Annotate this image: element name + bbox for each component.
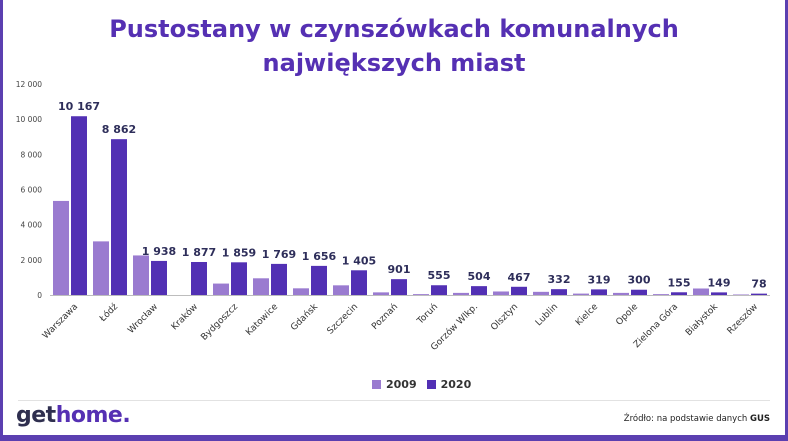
data-label-2020: 155 — [668, 276, 691, 289]
bar-2009 — [253, 278, 269, 295]
bar-2009 — [693, 288, 709, 295]
x-category-label: Bydgoszcz — [199, 302, 240, 343]
source-prefix: Źródło: na podstawie danych — [623, 414, 748, 424]
bar-2020 — [511, 286, 527, 295]
bar-2009 — [653, 294, 669, 295]
x-category-label: Kraków — [169, 301, 200, 332]
bar-2020 — [191, 261, 207, 295]
source-note: Źródło: na podstawie danych GUS — [624, 414, 770, 424]
logo-text-get: get — [16, 403, 56, 428]
data-label-2020: 300 — [628, 274, 651, 287]
x-category-label: Wrocław — [126, 302, 160, 336]
bar-2020 — [111, 139, 127, 295]
bar-2020 — [71, 116, 87, 295]
bar-2009 — [413, 294, 429, 295]
chart-title: Pustostany w czynszówkach komunalnych na… — [0, 12, 788, 80]
data-label-2020: 10 167 — [58, 100, 100, 113]
legend-swatch-2020 — [426, 379, 436, 389]
bottom-border — [0, 435, 788, 441]
chart-title-line-2: największych miast — [262, 49, 526, 77]
bar-2009 — [213, 283, 229, 295]
legend-swatch-2009 — [372, 379, 381, 389]
bar-2009 — [573, 293, 589, 295]
data-label-2020: 1 859 — [222, 246, 256, 259]
x-category-label: Poznań — [370, 302, 400, 332]
bar-2020 — [671, 292, 687, 295]
x-category-label: Białystok — [684, 301, 721, 338]
bar-2020 — [631, 289, 647, 295]
x-category-label: Lublin — [534, 302, 560, 328]
gethome-logo: gethome. — [16, 403, 131, 428]
y-tick-label: 8 000 — [21, 150, 43, 159]
y-tick-label: 10 000 — [16, 115, 42, 124]
x-category-label: Kielce — [574, 302, 600, 328]
data-label-2020: 319 — [588, 273, 611, 286]
bar-2020 — [471, 286, 487, 295]
left-border — [0, 0, 3, 441]
bar-2009 — [333, 285, 349, 295]
x-category-label: Szczecin — [326, 302, 361, 337]
x-category-label: Warszawa — [41, 302, 80, 341]
chart-title-line-1: Pustostany w czynszówkach komunalnych — [109, 15, 679, 43]
data-label-2020: 901 — [388, 263, 411, 276]
y-tick-label: 0 — [37, 291, 42, 300]
x-category-label: Toruń — [415, 302, 440, 327]
bar-2020 — [711, 292, 727, 295]
legend-label-2020: 2020 — [440, 377, 472, 391]
bar-2020 — [591, 289, 607, 295]
data-label-2020: 332 — [548, 273, 571, 286]
bar-2020 — [391, 279, 407, 295]
bar-2009 — [53, 200, 69, 295]
data-label-2020: 78 — [751, 278, 766, 291]
data-label-2020: 1 769 — [262, 248, 296, 261]
bar-2009 — [493, 291, 509, 295]
source-bold: GUS — [749, 414, 770, 424]
x-category-label: Olsztyn — [489, 302, 520, 333]
data-label-2020: 467 — [508, 271, 531, 284]
logo-dot: . — [122, 403, 131, 428]
legend-item-2009: 2009 — [372, 378, 417, 391]
bar-2020 — [231, 262, 247, 295]
bar-2009 — [133, 255, 149, 295]
bar-2020 — [311, 265, 327, 295]
bar-2009 — [293, 288, 309, 295]
x-category-label: Rzeszów — [725, 301, 760, 336]
bar-2009 — [453, 292, 469, 295]
x-category-label: Opole — [614, 302, 640, 328]
bar-2020 — [551, 289, 567, 295]
logo-text-home: home — [55, 403, 123, 428]
bar-2009 — [93, 241, 109, 295]
data-label-2020: 8 862 — [102, 123, 136, 136]
x-category-label: Katowice — [244, 302, 280, 338]
bar-2020 — [151, 260, 167, 295]
bar-2020 — [431, 285, 447, 295]
data-label-2020: 1 656 — [302, 250, 337, 263]
data-label-2020: 1 405 — [342, 254, 376, 267]
y-tick-label: 2 000 — [21, 256, 43, 265]
bar-2009 — [613, 292, 629, 295]
bar-2020 — [751, 293, 767, 295]
legend-label-2009: 2009 — [386, 377, 417, 391]
bar-2009 — [373, 292, 389, 295]
data-label-2020: 504 — [468, 270, 491, 283]
x-category-label: Gdańsk — [289, 301, 321, 333]
chart-legend: 2009 2020 — [372, 376, 471, 392]
y-tick-label: 6 000 — [21, 186, 43, 195]
bar-2009 — [533, 291, 549, 295]
bar-2020 — [351, 270, 367, 295]
data-label-2020: 1 938 — [142, 245, 176, 258]
x-category-label: Łódź — [97, 301, 121, 325]
right-border — [785, 0, 788, 441]
y-tick-label: 4 000 — [21, 221, 43, 230]
y-tick-label: 12 000 — [16, 80, 42, 89]
bar-2009 — [733, 294, 749, 295]
data-label-2020: 1 877 — [182, 246, 216, 259]
bar-2020 — [271, 263, 287, 295]
bar-chart: 0 2 000 4 000 6 000 8 000 10 000 12 000 10 167 W… — [16, 80, 770, 353]
data-label-2020: 555 — [428, 269, 451, 282]
footer-divider — [18, 400, 770, 401]
data-label-2020: 149 — [708, 276, 731, 289]
legend-item-2020: 2020 — [426, 377, 472, 391]
